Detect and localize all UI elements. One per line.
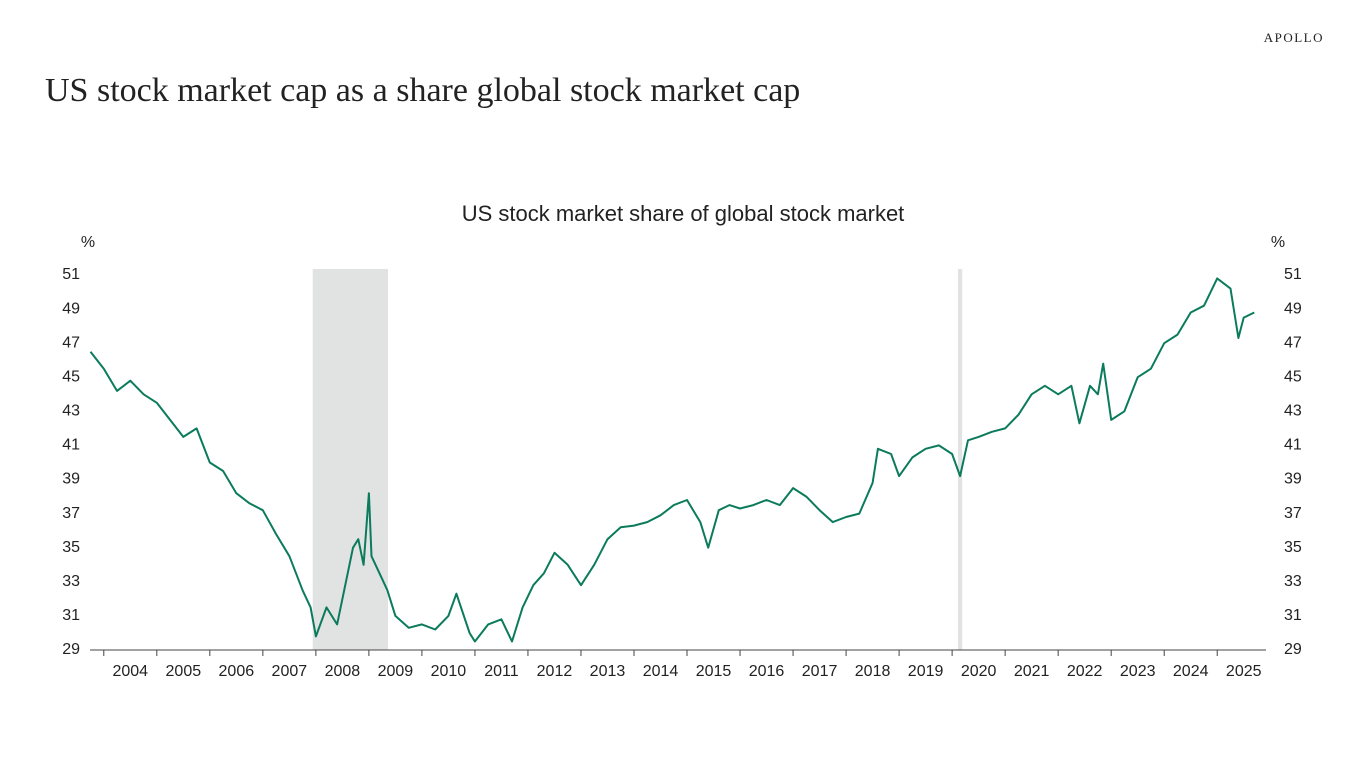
x-tick-label: 2009 [378,663,414,680]
y-tick-label: 37 [62,505,80,522]
recession-shade [312,269,388,650]
x-tick-label: 2021 [1014,663,1050,680]
x-tick-label: 2005 [166,663,202,680]
x-tick-label: 2024 [1173,663,1209,680]
y-axis-label: % [81,234,95,251]
x-tick-label: 2008 [325,663,361,680]
y2-tick-label: 49 [1284,300,1302,317]
x-tick-label: 2017 [802,663,838,680]
x-tick-label: 2004 [112,663,148,680]
y-tick-label: 45 [62,368,80,385]
y2-tick-label: 31 [1284,607,1302,624]
y-tick-label: 49 [62,300,80,317]
y2-tick-label: 35 [1284,539,1302,556]
y-tick-label: 39 [62,471,80,488]
y-tick-label: 31 [62,607,80,624]
x-tick-label: 2012 [537,663,573,680]
y2-tick-label: 29 [1284,641,1302,658]
y2-tick-label: 45 [1284,368,1302,385]
y-tick-label: 29 [62,641,80,658]
y2-tick-label: 41 [1284,437,1302,454]
x-tick-label: 2022 [1067,663,1103,680]
x-tick-label: 2011 [484,663,519,680]
x-tick-label: 2016 [749,663,785,680]
y-tick-label: 51 [62,266,80,283]
y2-tick-label: 47 [1284,334,1302,351]
x-tick-label: 2013 [590,663,626,680]
x-tick-label: 2007 [272,663,308,680]
x-tick-label: 2018 [855,663,891,680]
y2-tick-label: 39 [1284,471,1302,488]
x-tick-label: 2010 [431,663,467,680]
y-tick-label: 47 [62,334,80,351]
y2-axis-label: % [1271,234,1285,251]
y2-tick-label: 33 [1284,573,1302,590]
y-tick-label: 43 [62,403,80,420]
x-tick-label: 2020 [961,663,997,680]
y2-tick-label: 43 [1284,403,1302,420]
chart-subtitle: US stock market share of global stock ma… [462,201,905,226]
y2-tick-label: 51 [1284,266,1302,283]
x-tick-label: 2015 [696,663,732,680]
y2-tick-label: 37 [1284,505,1302,522]
x-tick-label: 2014 [643,663,679,680]
y-tick-label: 35 [62,539,80,556]
x-tick-label: 2023 [1120,663,1156,680]
x-tick-label: 2019 [908,663,944,680]
recession-shade [957,269,963,650]
x-tick-label: 2006 [219,663,255,680]
data-line [89,277,1255,643]
y-tick-label: 33 [62,573,80,590]
y-tick-label: 41 [62,437,80,454]
chart-title: US stock market cap as a share global st… [45,72,800,109]
x-tick-label: 2025 [1226,663,1262,680]
brand: APOLLO [1264,30,1324,45]
